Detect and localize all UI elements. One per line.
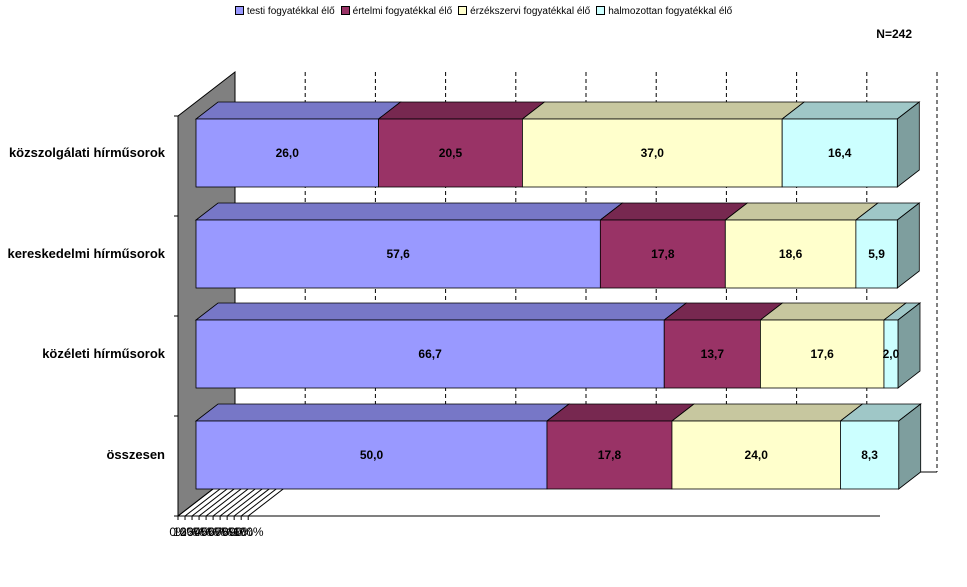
data-label: 66,7 — [418, 347, 442, 361]
bar-segment — [195, 219, 601, 289]
legend-label: testi fogyatékkal élő — [246, 6, 335, 17]
bar-top-face — [521, 101, 806, 120]
data-label: 2,0 — [883, 347, 900, 361]
bar-top-face — [670, 403, 864, 422]
legend-item: halmozottan fogyatékkal élő — [596, 5, 733, 17]
x-tick-label: 20% — [180, 525, 204, 539]
legend-item: értelmi fogyatékkal élő — [340, 5, 453, 17]
bar-top-face — [194, 202, 624, 221]
bar-top-face — [194, 101, 402, 120]
x-tick-label: 80% — [222, 525, 246, 539]
legend-swatch — [596, 5, 606, 15]
bar-segment — [760, 319, 885, 389]
sample-size-label: N=242 — [876, 27, 912, 41]
bar-top-face — [377, 101, 546, 120]
bar-segment — [671, 420, 841, 490]
data-label: 5,9 — [868, 247, 885, 261]
x-tick-label: 70% — [215, 525, 239, 539]
chart-legend: testi fogyatékkal élő értelmi fogyatékkal… — [0, 5, 967, 17]
bar-segment — [195, 420, 548, 490]
x-tick-label: 30% — [187, 525, 211, 539]
bar-segment — [195, 319, 665, 389]
bar-segment — [840, 420, 900, 490]
legend-swatch — [234, 5, 244, 15]
data-label: 20,5 — [439, 146, 463, 160]
legend-swatch — [340, 5, 350, 15]
data-label: 8,3 — [861, 448, 878, 462]
x-tick-label: 50% — [201, 525, 225, 539]
legend-label: halmozottan fogyatékkal élő — [608, 6, 733, 17]
bar-top-face — [545, 403, 696, 422]
category-label: kereskedelmi hírműsorok — [7, 246, 165, 261]
data-label: 17,8 — [651, 247, 675, 261]
x-tick-label: 90% — [229, 525, 253, 539]
category-label: közszolgálati hírműsorok — [9, 145, 166, 160]
bar-segment — [546, 420, 673, 490]
bar-segment — [724, 219, 857, 289]
bar-segment — [378, 118, 523, 188]
legend-label: értelmi fogyatékkal élő — [352, 6, 453, 17]
data-label: 18,6 — [779, 247, 803, 261]
bar-top-face — [759, 302, 908, 321]
bar-top-face — [194, 302, 688, 321]
bar-segment — [522, 118, 783, 188]
data-label: 26,0 — [276, 146, 300, 160]
bar-segment — [855, 219, 898, 289]
bar-segment — [883, 319, 899, 389]
legend-label: érzékszervi fogyatékkal élő — [470, 6, 591, 17]
x-tick-label: 40% — [194, 525, 218, 539]
data-label: 57,6 — [386, 247, 410, 261]
data-label: 16,4 — [828, 146, 852, 160]
category-label: összesen — [106, 447, 165, 462]
data-label: 13,7 — [701, 347, 725, 361]
legend-item: testi fogyatékkal élő — [234, 5, 335, 17]
legend-swatch — [458, 5, 468, 15]
x-tick-label: 100% — [233, 525, 264, 539]
x-tick-label: 60% — [208, 525, 232, 539]
category-label: közéleti hírműsorok — [42, 346, 166, 361]
bar-top-face — [724, 202, 880, 221]
bar-top-face — [194, 403, 571, 422]
data-label: 50,0 — [360, 448, 384, 462]
data-label: 17,6 — [811, 347, 835, 361]
bar-top-face — [599, 202, 749, 221]
data-label: 24,0 — [745, 448, 769, 462]
legend-item: érzékszervi fogyatékkal élő — [458, 5, 591, 17]
x-tick-label: 0% — [169, 525, 187, 539]
bar-top-face — [780, 101, 921, 120]
bar-segment — [195, 118, 379, 188]
bar-segment — [663, 319, 761, 389]
data-label: 17,8 — [598, 448, 622, 462]
bar-segment — [599, 219, 726, 289]
bar-segment — [781, 118, 898, 188]
data-label: 37,0 — [641, 146, 665, 160]
x-tick-label: 10% — [173, 525, 197, 539]
